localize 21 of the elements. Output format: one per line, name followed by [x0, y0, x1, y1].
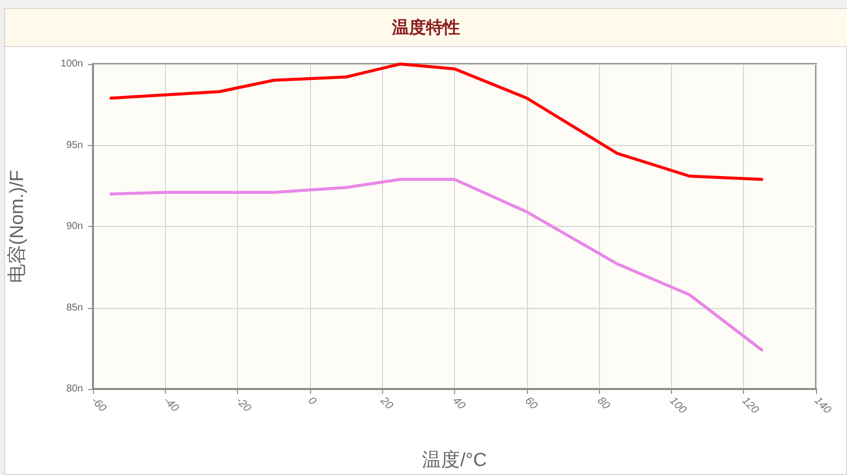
x-tick-label: 120	[739, 394, 762, 417]
x-tick-label: 20	[377, 394, 396, 413]
y-tick-label: 90n	[66, 221, 83, 232]
line-series	[110, 62, 764, 181]
x-tick-label: -60	[88, 394, 110, 416]
y-axis-title: 电容(Nom.)/F	[6, 170, 28, 283]
x-axis-title: 温度/°C	[422, 449, 487, 471]
x-tick-label: 100	[667, 394, 690, 417]
line-series	[110, 178, 764, 352]
y-tick-label: 95n	[66, 140, 83, 151]
y-tick-label: 80n	[66, 384, 83, 394]
y-tick-label: 85n	[66, 302, 83, 314]
x-tick-label: -20	[233, 394, 254, 416]
x-tick-label: 140	[812, 394, 834, 417]
x-tick-label: 60	[522, 394, 540, 413]
chart-title: 温度特性	[5, 9, 847, 47]
x-tick-label: -40	[161, 394, 182, 416]
x-tick-label: 0	[306, 394, 320, 408]
x-tick-label: 80	[594, 394, 613, 413]
x-tick-label: 40	[450, 394, 468, 413]
y-tick-label: 100n	[60, 58, 83, 70]
